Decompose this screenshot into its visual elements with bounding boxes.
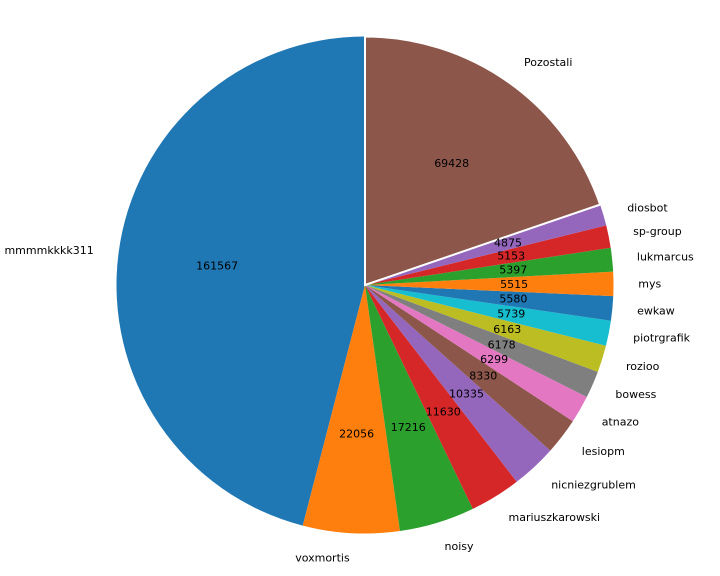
- pie-label-rozioo: rozioo: [626, 360, 660, 373]
- pie-value-mys: 5515: [500, 278, 528, 291]
- pie-slice-mmmmkkkk311: [116, 36, 365, 526]
- pie-value-atnazo: 6299: [480, 353, 508, 366]
- pie-label-sp-group: sp-group: [633, 225, 682, 238]
- pie-value-piotrgrafik: 5739: [497, 308, 525, 321]
- pie-label-mys: mys: [638, 277, 661, 290]
- pie-label-Pozostali: Pozostali: [524, 56, 572, 69]
- pie-slice-lukmarcus: [365, 247, 614, 285]
- pie-slice-atnazo: [365, 285, 587, 422]
- pie-label-mariuszkarowski: mariuszkarowski: [509, 511, 601, 524]
- pie-value-bowess: 6178: [488, 338, 516, 351]
- pie-slice-piotrgrafik: [365, 285, 611, 346]
- pie-slice-lesiopm: [365, 285, 573, 451]
- pie-label-voxmortis: voxmortis: [295, 551, 350, 564]
- pie-label-piotrgrafik: piotrgrafik: [633, 332, 691, 345]
- pie-slice-Pozostali: [364, 35, 602, 287]
- pie-slice-mys: [365, 271, 614, 297]
- pie-value-mmmmkkkk311: 161567: [196, 260, 238, 273]
- pie-slice-voxmortis: [302, 285, 400, 534]
- pie-label-noisy: noisy: [445, 540, 474, 553]
- pie-value-sp-group: 5153: [497, 249, 525, 262]
- pie-slice-ewkaw: [365, 285, 614, 321]
- pie-slice-bowess: [365, 285, 598, 398]
- pie-value-mariuszkarowski: 11630: [426, 405, 461, 418]
- pie-value-lukmarcus: 5397: [499, 263, 527, 276]
- pie-label-lukmarcus: lukmarcus: [637, 251, 694, 264]
- pie-value-rozioo: 6163: [493, 323, 521, 336]
- pie-slice-nicniezgrublem: [365, 285, 551, 482]
- pie-value-voxmortis: 22056: [339, 427, 374, 440]
- pie-label-nicniezgrublem: nicniezgrublem: [551, 479, 636, 492]
- pie-label-ewkaw: ewkaw: [637, 304, 675, 317]
- pie-label-lesiopm: lesiopm: [582, 445, 625, 458]
- pie-slice-noisy: [365, 285, 473, 532]
- pie-slice-mariuszkarowski: [365, 285, 517, 509]
- pie-value-diosbot: 4875: [494, 236, 522, 249]
- pie-slice-sp-group: [365, 225, 611, 285]
- pie-value-Pozostali: 69428: [434, 157, 469, 170]
- pie-value-nicniezgrublem: 10335: [449, 388, 484, 401]
- pie-slice-rozioo: [365, 285, 606, 372]
- pie-label-diosbot: diosbot: [627, 201, 668, 214]
- pie-value-noisy: 17216: [391, 421, 426, 434]
- pie-value-ewkaw: 5580: [499, 293, 527, 306]
- pie-label-atnazo: atnazo: [602, 415, 640, 428]
- pie-label-mmmmkkkk311: mmmmkkkk311: [4, 244, 93, 257]
- pie-value-lesiopm: 8330: [469, 369, 497, 382]
- pie-label-bowess: bowess: [615, 388, 656, 401]
